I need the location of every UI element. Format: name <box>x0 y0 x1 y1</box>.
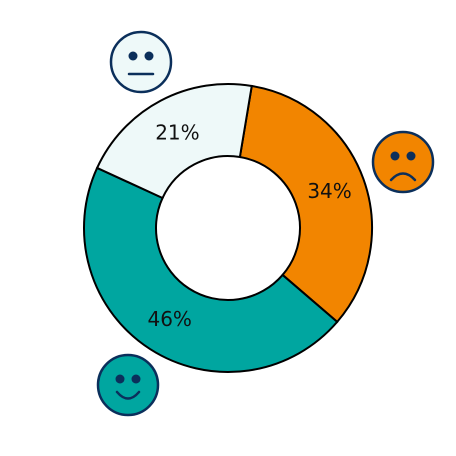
happy-face-icon <box>96 353 160 417</box>
sad-face-icon <box>371 130 435 194</box>
donut-slices <box>83 83 373 373</box>
donut-slice-2 <box>95 83 253 200</box>
slice-labels: 34% 46% 21% <box>147 121 351 331</box>
neutral-face-icon <box>109 30 173 94</box>
slice-label-0: 34% <box>307 179 351 203</box>
donut-slice-0 <box>238 84 373 324</box>
slice-label-2: 21% <box>155 121 199 145</box>
donut-slice-1 <box>83 166 339 373</box>
slice-label-1: 46% <box>147 307 191 331</box>
